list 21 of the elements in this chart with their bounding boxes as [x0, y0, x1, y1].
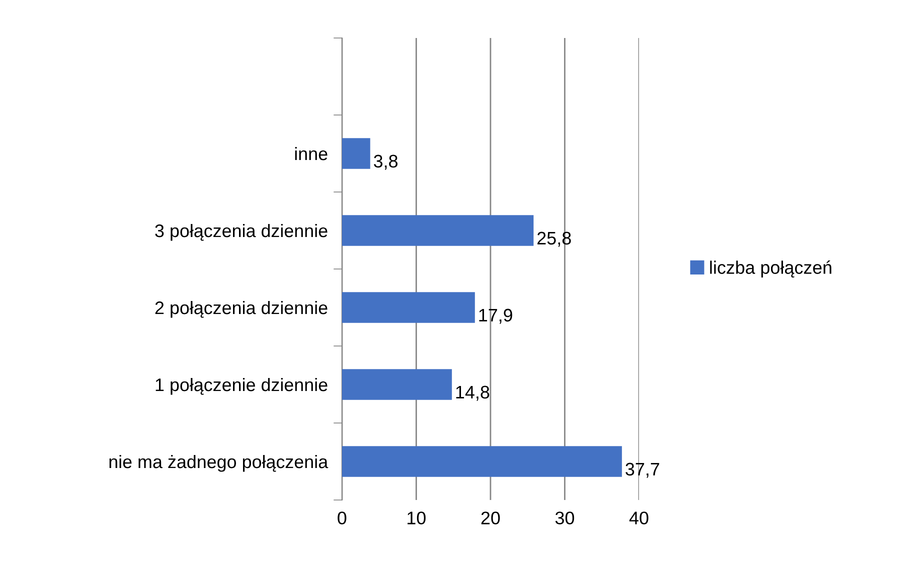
x-tick-label: 40: [629, 512, 648, 524]
data-label: 37,7: [626, 462, 660, 478]
y-tick-label: inne: [295, 146, 328, 160]
bar: [342, 446, 622, 477]
y-tick-label: 1 połączenie dziennie: [156, 378, 328, 395]
x-tick-label: 20: [481, 512, 500, 524]
bar: [342, 292, 475, 323]
x-tick-label: 10: [408, 512, 426, 524]
bar: [342, 138, 370, 169]
bar: [342, 369, 452, 400]
data-label: 17,9: [479, 308, 512, 324]
data-label: 3,8: [374, 154, 398, 170]
legend-label: liczba połączeń: [710, 260, 832, 278]
x-tick-label: 0: [338, 512, 346, 524]
y-tick-label: 3 połączenia dziennie: [155, 224, 328, 241]
y-tick-label: nie ma żadnego połączenia: [109, 454, 328, 472]
y-tick-label: 2 połączenia dziennie: [155, 300, 328, 318]
data-label: 14,8: [456, 386, 490, 401]
data-label: 25,8: [537, 232, 571, 247]
x-tick-label: 30: [555, 512, 574, 524]
bar: [342, 215, 534, 246]
